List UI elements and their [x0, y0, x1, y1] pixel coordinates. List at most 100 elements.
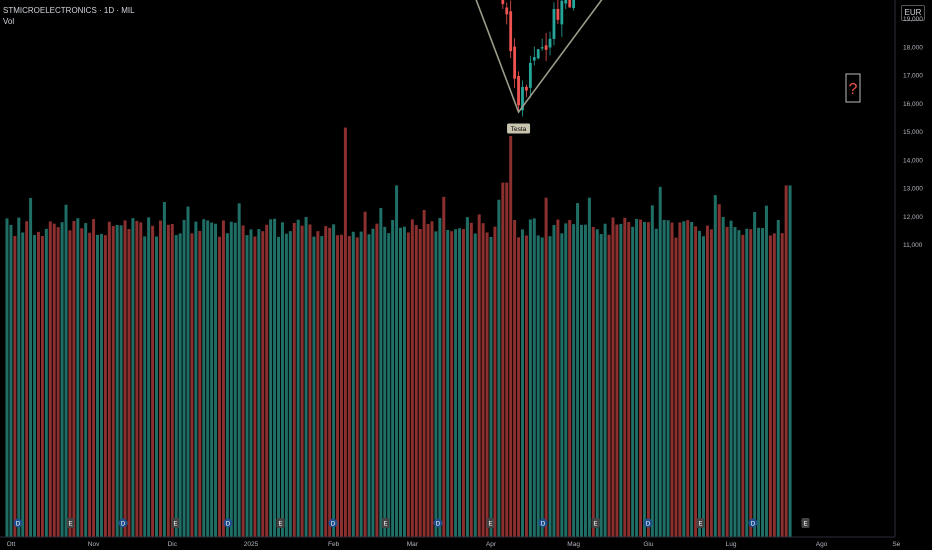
volume-bar — [698, 230, 702, 537]
volume-bar — [44, 228, 48, 538]
volume-bar — [454, 229, 458, 537]
volume-bar — [670, 222, 674, 537]
y-tick-label: 18,000 — [903, 44, 923, 51]
event-marker-label: E — [278, 522, 282, 528]
volume-bar — [619, 223, 623, 538]
volume-bar — [371, 228, 375, 537]
volume-bar — [662, 219, 666, 537]
y-tick-label: 14,000 — [903, 157, 923, 164]
volume-bar — [438, 217, 442, 538]
event-marker — [538, 518, 548, 528]
event-marker — [486, 518, 495, 528]
volume-bar — [678, 222, 682, 537]
event-marker-label: E — [383, 522, 387, 528]
volume-bar — [772, 233, 776, 537]
candle-body — [532, 57, 536, 61]
event-marker-label: D — [331, 522, 336, 528]
volume-bar — [151, 225, 155, 537]
volume-bar — [686, 220, 690, 537]
volume-bar — [257, 229, 261, 537]
event-marker — [328, 518, 338, 528]
volume-bar — [139, 222, 143, 538]
x-tick-label: Se — [892, 541, 900, 548]
volume-bar — [764, 205, 768, 537]
y-tick-label: 11,000 — [903, 242, 923, 249]
volume-bar — [418, 228, 422, 537]
volume-bar — [123, 220, 127, 537]
candle-body — [505, 7, 509, 15]
volume-bar — [17, 217, 21, 538]
volume-bar — [249, 229, 253, 538]
volume-bar — [607, 234, 611, 537]
volume-bar — [300, 225, 304, 537]
volume-bar — [217, 236, 221, 537]
volume-bar — [269, 219, 273, 537]
volume-bar — [147, 217, 151, 537]
volume-bar — [76, 218, 80, 537]
pattern-label-text: Testa — [511, 126, 527, 133]
volume-bar — [489, 236, 493, 538]
volume-bar — [497, 199, 501, 537]
volume-bar — [21, 232, 25, 537]
volume-bar — [383, 226, 387, 538]
volume-bar — [477, 214, 481, 537]
volume-bar — [261, 231, 265, 538]
candle-body — [564, 0, 568, 4]
currency-button[interactable]: EUR — [901, 5, 925, 21]
x-tick-label: Ott — [7, 541, 16, 548]
event-marker — [118, 518, 128, 528]
volume-bar — [591, 226, 595, 537]
volume-bar — [241, 225, 245, 538]
volume-bar — [544, 197, 548, 538]
volume-bar — [253, 236, 257, 538]
volume-bar — [351, 231, 355, 537]
volume-bar — [599, 233, 603, 537]
volume-bar — [131, 218, 135, 537]
event-marker-label: E — [488, 522, 492, 528]
volume-bar — [359, 231, 363, 538]
event-marker — [643, 518, 653, 528]
x-tick-label: Mar — [407, 541, 419, 548]
volume-bar — [174, 235, 178, 537]
volume-bar — [52, 223, 56, 537]
volume-bar — [509, 136, 513, 537]
volume-bar — [583, 224, 587, 537]
volume-bar — [40, 236, 44, 538]
volume-bar — [469, 222, 473, 537]
volume-bar — [288, 231, 292, 537]
volume-bar — [635, 218, 639, 537]
volume-bar — [402, 226, 406, 537]
candle-body — [501, 0, 505, 5]
volume-bar — [666, 220, 670, 537]
question-box — [845, 73, 861, 103]
volume-bar — [206, 220, 210, 537]
volume-bar — [273, 218, 277, 537]
volume-bar — [13, 235, 17, 537]
volume-bar — [155, 236, 159, 537]
volume-bar — [399, 227, 402, 537]
chart-header: STMICROELECTRONICS · 1D · MIL Vol — [3, 5, 135, 27]
volume-bar — [92, 219, 96, 537]
volume-bar — [658, 186, 662, 538]
volume-bar — [9, 224, 13, 537]
volume-bar — [536, 235, 540, 537]
volume-bar — [690, 221, 694, 537]
event-marker — [13, 518, 23, 528]
volume-bar — [548, 236, 552, 537]
event-marker-label: E — [173, 522, 177, 528]
volume-bar — [623, 217, 627, 537]
volume-bar — [513, 220, 517, 537]
volume-bar — [36, 231, 40, 537]
y-tick-label: 19,000 — [903, 16, 923, 23]
x-tick-label: Lug — [726, 541, 737, 548]
volume-bar — [576, 203, 580, 537]
volume-bar — [233, 222, 237, 537]
volume-bar — [505, 182, 509, 537]
volume-bar — [25, 221, 29, 537]
volume-bar — [395, 185, 399, 537]
volume-bar — [741, 234, 745, 537]
volume-bar — [461, 229, 465, 537]
head-shoulders-line — [475, 0, 603, 114]
volume-bar — [336, 235, 340, 537]
